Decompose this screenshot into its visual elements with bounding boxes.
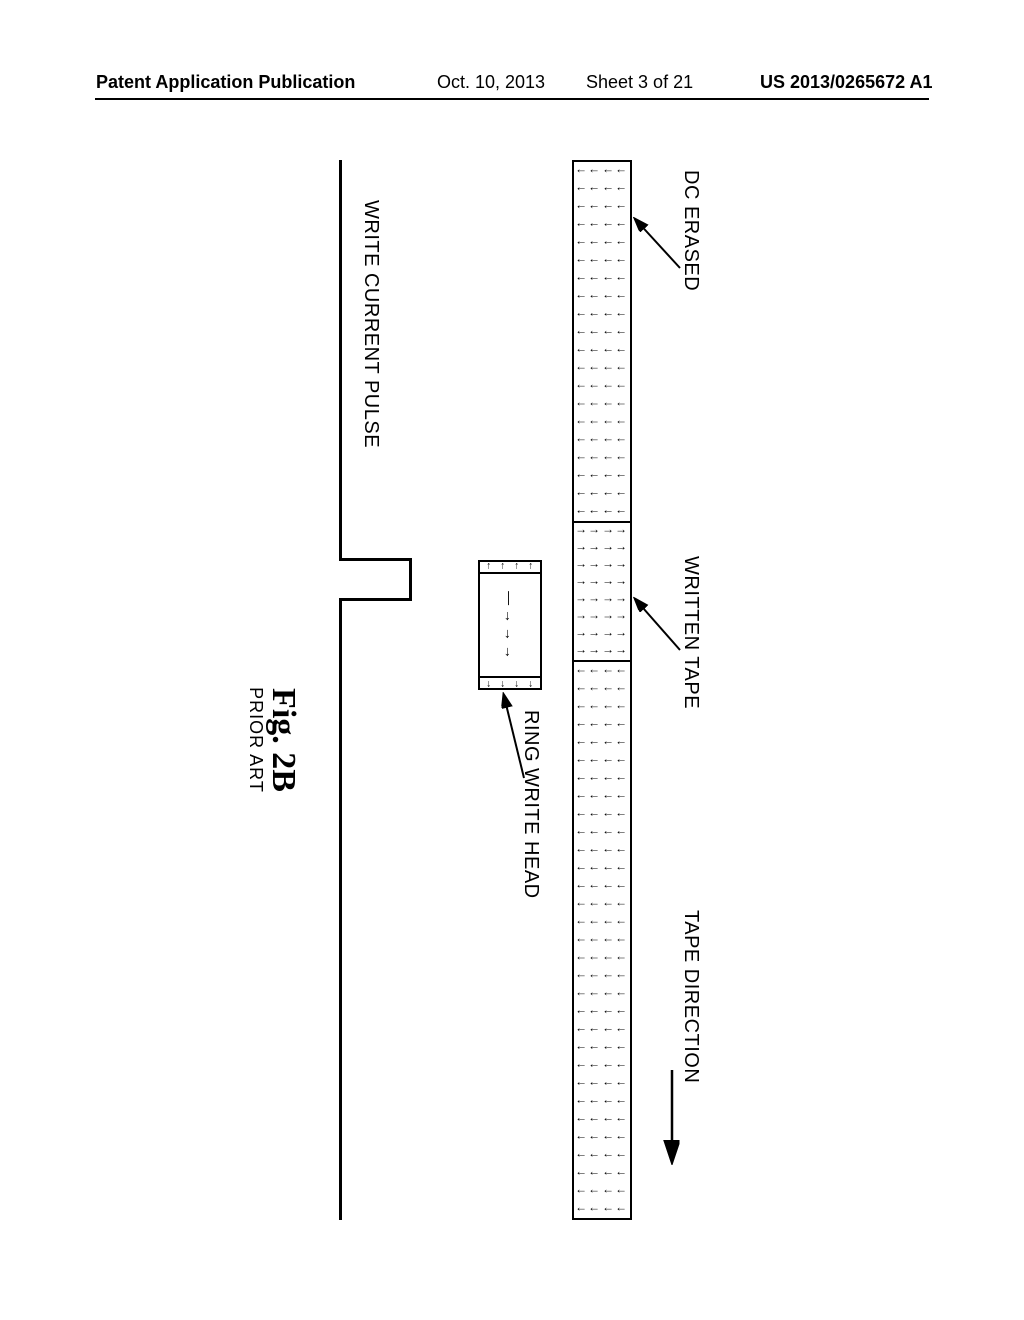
write-head-left-pole: ←←←← [480,560,540,574]
tape-strip: ↓↓↓↓↓↓↓↓↓↓↓↓↓↓↓↓↓↓↓↓↓↓↓↓↓↓↓↓↓↓↓↓↓↓↓↓↓↓↓↓… [572,160,632,1220]
header-sheet: Sheet 3 of 21 [586,72,693,93]
tape-segment-dc-erased-left: ↓↓↓↓↓↓↓↓↓↓↓↓↓↓↓↓↓↓↓↓↓↓↓↓↓↓↓↓↓↓↓↓↓↓↓↓↓↓↓↓… [574,162,630,521]
ring-write-head: ←←←← →→→→ — → → → [478,560,542,690]
write-head-flux-arrows: — → → → [480,578,540,672]
figure-area: DC ERASED WRITTEN TAPE TAPE DIRECTION RI… [152,150,772,1230]
figure-number: Fig. 2B [264,630,302,850]
header-date: Oct. 10, 2013 [437,72,545,93]
tape-segment-written-up: ↑↑↑↑↑↑↑↑↑↑↑↑↑↑↑↑↑↑↑↑↑↑↑↑↑↑↑↑↑↑↑↑ [574,521,630,660]
header-publication: Patent Application Publication [96,72,355,93]
write-head-right-pole: →→→→ [480,676,540,690]
header-pubno: US 2013/0265672 A1 [760,72,932,93]
figure-subtitle: PRIOR ART [245,630,266,850]
tape-segment-dc-erased-right: ↓↓↓↓↓↓↓↓↓↓↓↓↓↓↓↓↓↓↓↓↓↓↓↓↓↓↓↓↓↓↓↓↓↓↓↓↓↓↓↓… [574,660,630,1218]
header-rule [95,98,929,100]
figure-rotated-content: DC ERASED WRITTEN TAPE TAPE DIRECTION RI… [152,150,772,1230]
figure-caption: Fig. 2B PRIOR ART [245,630,302,850]
